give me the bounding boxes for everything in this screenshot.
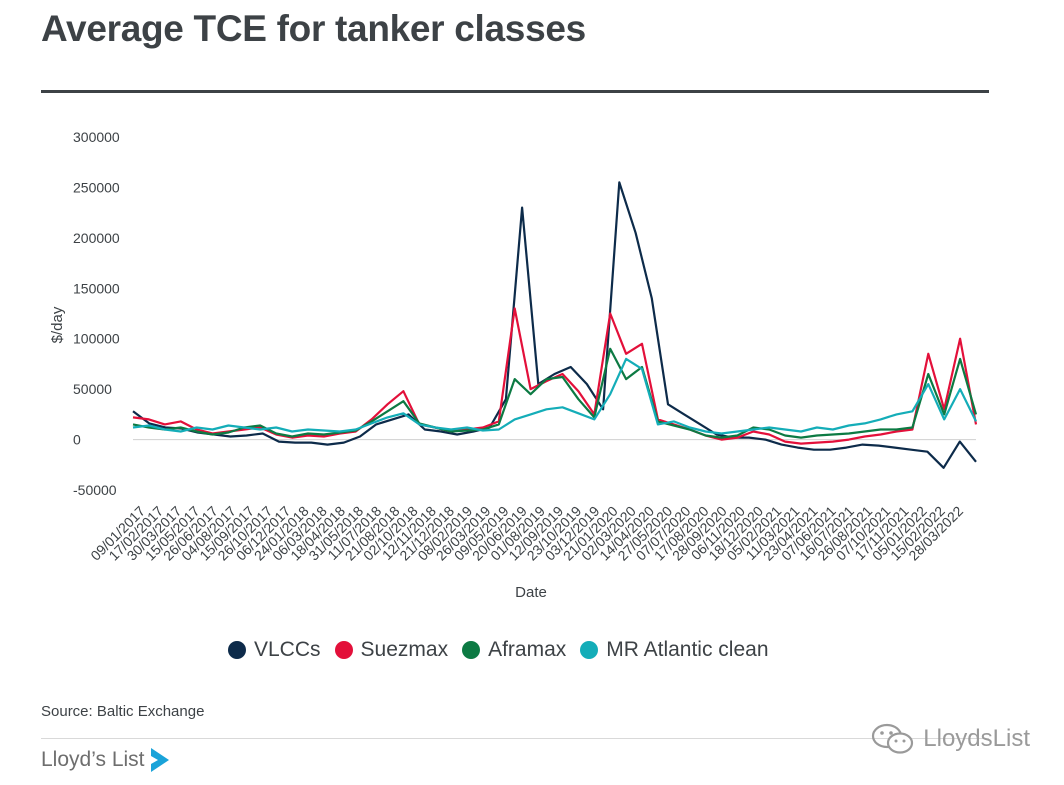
footer-divider <box>41 738 989 739</box>
y-tick-label: 100000 <box>73 331 120 347</box>
legend-label-mr-atlantic-clean: MR Atlantic clean <box>606 638 769 661</box>
y-tick-label: -50000 <box>73 482 117 498</box>
source-note: Source: Baltic Exchange <box>41 703 205 720</box>
watermark: LloydsList <box>871 722 1030 756</box>
legend-dot-aframax <box>462 641 481 659</box>
legend-label-suezmax: Suezmax <box>360 638 449 661</box>
legend-item-mr-atlantic-clean[interactable]: MR Atlantic clean <box>580 638 769 662</box>
x-axis-title: Date <box>515 584 547 601</box>
line-chart: 300000 250000 200000 150000 100000 50000 0 -500… <box>49 129 978 601</box>
legend-dot-vlccs <box>228 641 246 659</box>
series-lines <box>132 181 978 469</box>
series-line-aframax <box>132 347 978 439</box>
y-axis-title: $/day <box>49 306 66 343</box>
y-tick-label: 300000 <box>73 129 120 145</box>
legend-dot-suezmax <box>334 641 353 659</box>
legend: VLCCs Suezmax Aframax MR Atlantic clean <box>228 638 769 662</box>
legend-label-aframax: Aframax <box>488 638 567 661</box>
legend-item-vlccs[interactable]: VLCCs <box>228 638 321 662</box>
y-tick-label: 50000 <box>73 381 112 397</box>
brand-chevron-icon <box>150 748 169 772</box>
wechat-icon <box>872 723 914 754</box>
series-line-mr-atlantic-clean <box>132 357 977 435</box>
y-tick-label: 150000 <box>73 280 120 296</box>
y-tick-label: 250000 <box>73 179 120 195</box>
legend-dot-mr-atlantic-clean <box>580 641 599 659</box>
chart-title: Average TCE for tanker classes <box>41 8 586 49</box>
y-tick-label: 0 <box>73 432 81 448</box>
series-line-suezmax <box>132 307 978 445</box>
legend-item-aframax[interactable]: Aframax <box>462 638 566 662</box>
title-divider <box>41 90 989 93</box>
y-tick-label: 200000 <box>73 230 120 246</box>
y-axis-ticks: 300000 250000 200000 150000 100000 50000 0 -500… <box>73 129 120 498</box>
legend-item-suezmax[interactable]: Suezmax <box>334 638 449 662</box>
series-line-vlccs <box>132 181 977 469</box>
watermark-text: LloydsList <box>923 725 1030 752</box>
brand-name: Lloyd’s List <box>41 748 145 771</box>
legend-label-vlccs: VLCCs <box>254 638 321 661</box>
brand-logo: Lloyd’s List <box>41 746 171 774</box>
x-axis-ticks: 09/01/201717/02/201730/03/201715/05/2017… <box>87 503 966 564</box>
